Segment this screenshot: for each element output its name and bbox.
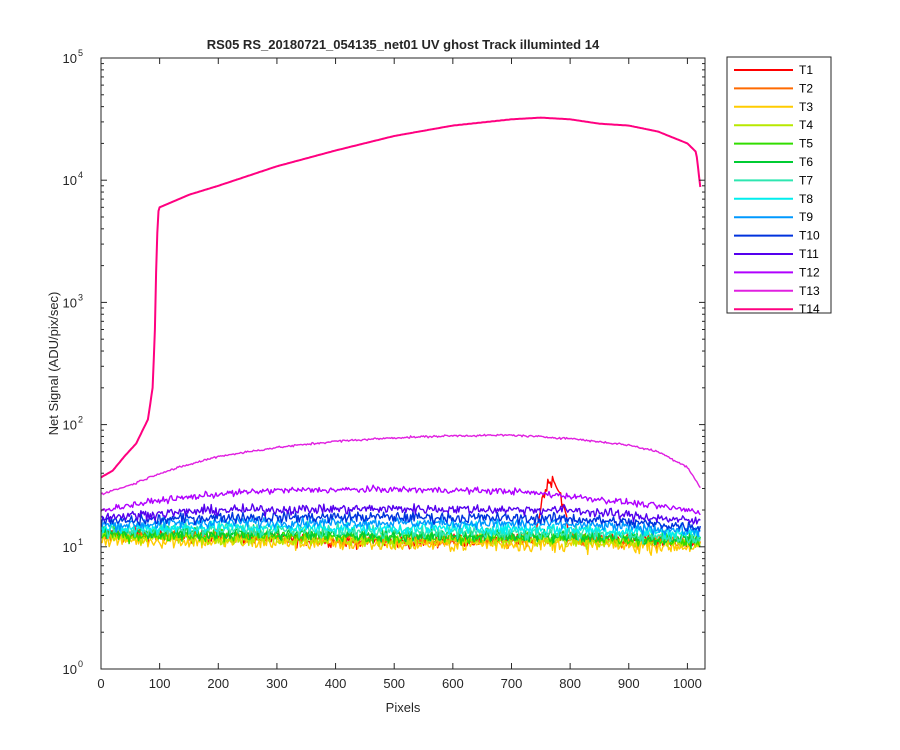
legend-label-t11: T11 [799, 247, 819, 261]
y-axis-label: Net Signal (ADU/pix/sec) [46, 292, 61, 436]
series-line-t8 [101, 519, 701, 540]
x-tick-label: 700 [501, 676, 523, 691]
x-tick-label: 800 [559, 676, 581, 691]
x-axis-label: Pixels [386, 700, 421, 715]
legend-label-t9: T9 [799, 210, 813, 224]
x-tick-label: 0 [97, 676, 104, 691]
y-axis-ticks: 100 101 102 103 104 105 [63, 48, 705, 677]
legend-label-t10: T10 [799, 229, 820, 243]
y-tick-label: 104 [63, 170, 83, 188]
series-lines [101, 116, 702, 556]
x-tick-label: 900 [618, 676, 640, 691]
axes-box [100, 57, 706, 670]
series-line-t6 [101, 524, 701, 550]
series-line-t9 [101, 515, 701, 538]
legend-label-t13: T13 [799, 284, 820, 298]
x-tick-label: 300 [266, 676, 288, 691]
series-line-t13 [101, 433, 701, 496]
axes-background [101, 58, 705, 669]
x-axis-ticks: 0 100 200 300 400 500 600 700 800 900 1000 [97, 58, 702, 691]
legend-box [726, 56, 832, 314]
series-line-t11 [101, 503, 701, 525]
x-tick-label: 400 [325, 676, 347, 691]
legend-label-t6: T6 [799, 155, 813, 169]
y-tick-label: 103 [63, 292, 83, 310]
y-tick-label: 101 [63, 537, 83, 555]
series-line-t5 [101, 525, 701, 548]
legend-label-t14: T14 [799, 302, 820, 316]
y-tick-label: 100 [63, 659, 83, 677]
x-tick-label: 1000 [673, 676, 702, 691]
legend-label-t5: T5 [799, 137, 813, 151]
legend-label-t12: T12 [799, 265, 820, 279]
chart-title: RS05 RS_20180721_054135_net01 UV ghost T… [207, 37, 600, 52]
series-line-t10 [101, 510, 701, 532]
x-tick-label: 600 [442, 676, 464, 691]
y-tick-label: 102 [63, 415, 83, 433]
series-line-t12 [101, 484, 701, 516]
legend-label-t1: T1 [799, 63, 813, 77]
y-tick-label: 105 [63, 48, 83, 66]
legend-label-t8: T8 [799, 192, 813, 206]
x-tick-label: 100 [149, 676, 171, 691]
legend: T1 T2 T3 T4 T5 T6 T7 T8 T9 T10 T11 T12 T13 T14 [726, 56, 832, 316]
plot-area: 0 100 200 300 400 500 600 700 800 900 1000 1001011… [63, 48, 706, 691]
legend-label-t2: T2 [799, 81, 813, 95]
series-line-t14 [101, 116, 702, 479]
x-tick-label: 200 [207, 676, 229, 691]
legend-label-t3: T3 [799, 100, 813, 114]
legend-label-t7: T7 [799, 173, 813, 187]
legend-label-t4: T4 [799, 118, 813, 132]
x-tick-label: 500 [383, 676, 405, 691]
